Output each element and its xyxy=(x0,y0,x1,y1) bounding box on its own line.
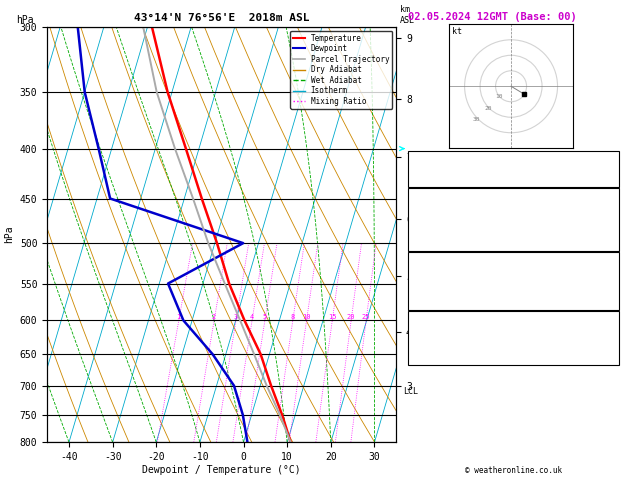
Text: Pressure (mb): Pressure (mb) xyxy=(411,268,481,277)
Text: -9999: -9999 xyxy=(589,168,616,177)
Text: 10.8: 10.8 xyxy=(595,204,616,213)
Text: Hodograph: Hodograph xyxy=(489,316,537,326)
Text: hPa: hPa xyxy=(16,15,33,25)
Text: 8: 8 xyxy=(291,314,295,320)
Text: Surface: Surface xyxy=(494,194,532,203)
Y-axis label: Mixing Ratio (g/kg): Mixing Ratio (g/kg) xyxy=(414,187,423,282)
Text: CAPE (J): CAPE (J) xyxy=(411,243,454,252)
Text: 317: 317 xyxy=(600,223,616,232)
Text: -9999: -9999 xyxy=(589,156,616,166)
Text: CIN (J): CIN (J) xyxy=(411,307,449,316)
Text: StmDir: StmDir xyxy=(411,346,443,355)
Text: 10: 10 xyxy=(496,94,503,99)
Text: 69: 69 xyxy=(606,336,616,345)
X-axis label: Dewpoint / Temperature (°C): Dewpoint / Temperature (°C) xyxy=(142,465,301,475)
Text: 10: 10 xyxy=(302,314,311,320)
Text: 0.9: 0.9 xyxy=(600,213,616,223)
Text: kt: kt xyxy=(452,27,462,35)
Text: 02.05.2024 12GMT (Base: 00): 02.05.2024 12GMT (Base: 00) xyxy=(408,12,576,22)
Text: 1: 1 xyxy=(177,314,181,320)
Text: Lifted Index: Lifted Index xyxy=(411,287,476,296)
Text: CAPE (J): CAPE (J) xyxy=(411,297,454,306)
Text: 30: 30 xyxy=(472,117,480,122)
Text: θᵉ (K): θᵉ (K) xyxy=(411,278,443,287)
Text: 15: 15 xyxy=(328,314,337,320)
Text: 130: 130 xyxy=(600,243,616,252)
Text: Most Unstable: Most Unstable xyxy=(478,258,548,267)
Text: 5: 5 xyxy=(263,314,267,320)
Text: 130: 130 xyxy=(600,297,616,306)
Legend: Temperature, Dewpoint, Parcel Trajectory, Dry Adiabat, Wet Adiabat, Isotherm, Mi: Temperature, Dewpoint, Parcel Trajectory… xyxy=(290,31,392,109)
Text: 20: 20 xyxy=(347,314,355,320)
Text: 301°: 301° xyxy=(595,346,616,355)
Text: SREH: SREH xyxy=(411,336,433,345)
Text: LCL: LCL xyxy=(403,387,418,396)
Text: -0: -0 xyxy=(606,233,616,242)
Text: PW (cm): PW (cm) xyxy=(411,180,449,189)
Text: Dewp (°C): Dewp (°C) xyxy=(411,213,460,223)
Text: 804: 804 xyxy=(600,268,616,277)
Title: 43°14'N 76°56'E  2018m ASL: 43°14'N 76°56'E 2018m ASL xyxy=(134,13,309,23)
Y-axis label: hPa: hPa xyxy=(4,226,14,243)
Text: EH: EH xyxy=(411,326,422,335)
Text: -0: -0 xyxy=(606,287,616,296)
Text: θᵉ(K): θᵉ(K) xyxy=(411,223,438,232)
Text: Lifted Index: Lifted Index xyxy=(411,233,476,242)
Text: 2: 2 xyxy=(212,314,216,320)
Text: 20: 20 xyxy=(484,105,492,110)
Text: CIN (J): CIN (J) xyxy=(411,252,449,261)
Text: Temp (°C): Temp (°C) xyxy=(411,204,460,213)
Text: 10: 10 xyxy=(606,355,616,364)
Text: 25: 25 xyxy=(362,314,370,320)
Text: 3: 3 xyxy=(234,314,238,320)
Text: Totals Totals: Totals Totals xyxy=(411,168,481,177)
Text: 317: 317 xyxy=(600,278,616,287)
Text: 49: 49 xyxy=(606,326,616,335)
Text: StmSpd (kt): StmSpd (kt) xyxy=(411,355,470,364)
Text: 0.62: 0.62 xyxy=(595,180,616,189)
Text: K: K xyxy=(411,156,417,166)
Text: km
ASL: km ASL xyxy=(400,5,415,25)
Text: © weatheronline.co.uk: © weatheronline.co.uk xyxy=(465,466,562,475)
Text: 11: 11 xyxy=(606,252,616,261)
Text: 11: 11 xyxy=(606,307,616,316)
Text: 4: 4 xyxy=(250,314,254,320)
